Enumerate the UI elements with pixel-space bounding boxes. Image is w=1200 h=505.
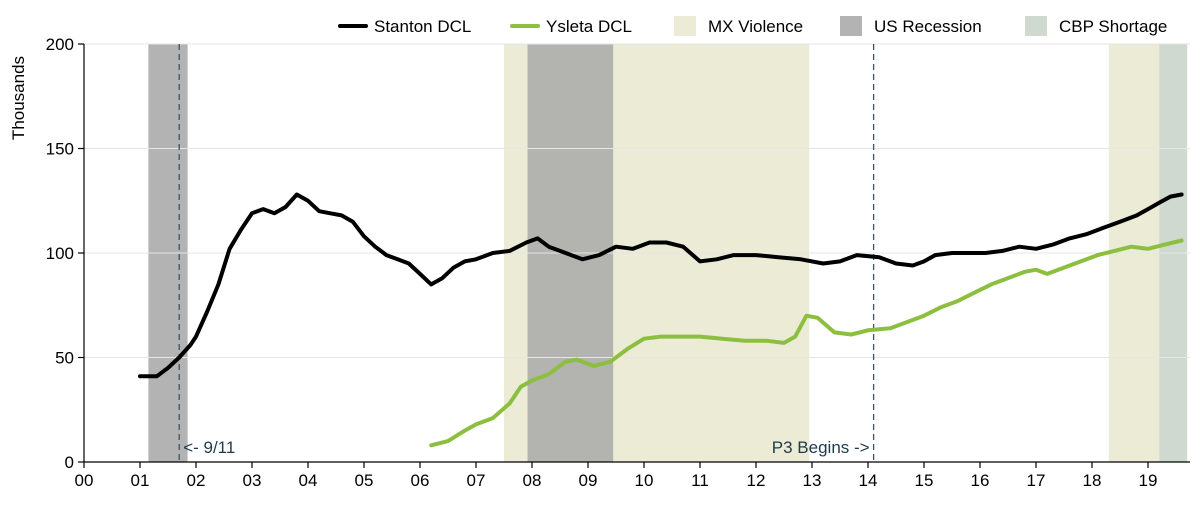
x-tick-label-18: 18	[1083, 471, 1102, 490]
x-tick-label-5: 05	[355, 471, 374, 490]
legend-swatch-2	[674, 16, 696, 36]
x-tick-label-3: 03	[243, 471, 262, 490]
legend-label-3: US Recession	[874, 17, 982, 36]
x-tick-label-1: 01	[131, 471, 150, 490]
x-tick-label-13: 13	[803, 471, 822, 490]
x-tick-label-17: 17	[1027, 471, 1046, 490]
x-tick-label-2: 02	[187, 471, 206, 490]
event-label-1: P3 Begins ->	[772, 438, 870, 457]
x-tick-label-19: 19	[1139, 471, 1158, 490]
x-tick-label-14: 14	[859, 471, 878, 490]
x-tick-label-7: 07	[467, 471, 486, 490]
x-tick-label-11: 11	[691, 471, 709, 490]
series-line-1	[429, 238, 1184, 448]
x-tick-label-8: 08	[523, 471, 542, 490]
legend-label-1: Ysleta DCL	[546, 17, 632, 36]
x-tick-label-12: 12	[747, 471, 766, 490]
x-tick-label-9: 09	[579, 471, 598, 490]
y-tick-label-3: 150	[46, 140, 74, 159]
y-tick-label-0: 0	[65, 453, 74, 472]
event-lines: <- 9/11 P3 Begins ->	[178, 44, 875, 462]
x-tick-label-0: 00	[75, 471, 94, 490]
series-line-0	[138, 192, 1184, 379]
y-tick-label-1: 50	[55, 349, 74, 368]
y-axis-label: Thousands	[9, 56, 28, 140]
y-tick-label-4: 200	[46, 35, 74, 54]
legend-label-0: Stanton DCL	[374, 17, 471, 36]
axes: 0 50 100 150 200 00 01 02 03 04 05 06 07 08 09 10 11 12 13…	[46, 35, 1190, 490]
legend-label-2: MX Violence	[708, 17, 803, 36]
legend-label-4: CBP Shortage	[1059, 17, 1167, 36]
gridlines	[84, 43, 1190, 358]
legend: Stanton DCL Ysleta DCL MX Violence US Reces…	[338, 16, 1167, 36]
x-tick-label-16: 16	[971, 471, 990, 490]
series-lines	[138, 192, 1184, 448]
y-tick-label-2: 100	[46, 244, 74, 263]
x-tick-label-10: 10	[635, 471, 654, 490]
x-tick-label-15: 15	[915, 471, 934, 490]
x-tick-label-6: 06	[411, 471, 430, 490]
legend-swatch-3	[840, 16, 862, 36]
legend-swatch-4	[1025, 16, 1047, 36]
x-tick-label-4: 04	[299, 471, 318, 490]
event-label-0: <- 9/11	[183, 438, 235, 457]
